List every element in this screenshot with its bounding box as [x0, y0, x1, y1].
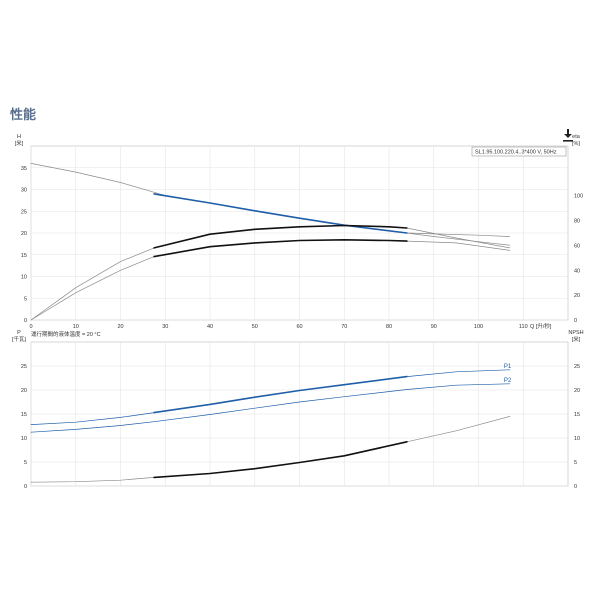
series-line [30, 369, 511, 425]
y-left-axis-unit: [米] [15, 139, 24, 147]
x-axis-label: Q [升/秒] [530, 322, 552, 330]
y-left-tick-label: 0 [24, 484, 27, 490]
x-tick-label: 40 [207, 324, 213, 330]
y-right-tick-label: 40 [574, 268, 580, 274]
y-left-tick-label: 15 [21, 412, 27, 418]
series-line [406, 232, 511, 237]
y-left-axis-label: P [17, 330, 21, 336]
y-left-tick-label: 35 [21, 166, 27, 172]
legend-text: SL1.95.100.220.4..3*400 V, 50Hz [475, 150, 557, 156]
x-tick-label: 60 [296, 324, 302, 330]
x-tick-label: 110 [519, 324, 528, 330]
series-line [30, 383, 511, 433]
page-title: 性能 [10, 107, 37, 122]
y-left-tick-label: 20 [21, 388, 27, 394]
series-line-operating [153, 239, 408, 258]
y-right-axis-unit: [%] [572, 141, 580, 147]
y-left-tick-label: 20 [21, 231, 27, 237]
y-right-tick-label: 20 [574, 388, 580, 394]
y-left-tick-label: 30 [21, 188, 27, 194]
y-left-tick-label: 10 [21, 436, 27, 442]
y-right-tick-label: 0 [574, 484, 577, 490]
y-right-tick-label: 100 [574, 194, 583, 200]
download-icon[interactable] [562, 128, 574, 142]
y-right-axis-unit: [米] [572, 335, 581, 343]
x-tick-label: 90 [431, 324, 437, 330]
y-right-tick-label: 60 [574, 243, 580, 249]
x-tick-label: 10 [73, 324, 79, 330]
y-left-axis-label: H [17, 134, 21, 140]
y-left-tick-label: 5 [24, 296, 27, 302]
y-left-axis-unit: [千瓦] [12, 335, 27, 343]
y-left-tick-label: 5 [24, 460, 27, 466]
series-line [30, 225, 511, 321]
y-right-tick-label: 10 [574, 436, 580, 442]
y-left-tick-label: 15 [21, 253, 27, 259]
x-tick-label: 20 [117, 324, 123, 330]
x-tick-label: 0 [29, 324, 32, 330]
x-tick-label: 100 [474, 324, 483, 330]
y-right-axis-label: eta [572, 134, 581, 140]
y-right-axis-label: NPSH [568, 330, 583, 336]
series-line [30, 239, 511, 321]
x-tick-label: 70 [341, 324, 347, 330]
x-tick-label: 80 [386, 324, 392, 330]
y-right-tick-label: 25 [574, 364, 580, 370]
footnote-text: 運行期間的液体溫度 = 20 °C [31, 330, 101, 338]
y-right-tick-label: 15 [574, 412, 580, 418]
y-right-tick-label: 20 [574, 293, 580, 299]
series-label: P2 [504, 378, 512, 384]
x-tick-label: 30 [162, 324, 168, 330]
y-left-tick-label: 10 [21, 275, 27, 281]
series-line-operating [153, 441, 408, 479]
x-tick-label: 50 [252, 324, 258, 330]
y-right-tick-label: 80 [574, 219, 580, 225]
y-left-tick-label: 25 [21, 209, 27, 215]
y-right-tick-label: 5 [574, 460, 577, 466]
series-line-operating [153, 375, 408, 414]
series-line [30, 416, 511, 483]
y-left-tick-label: 25 [21, 364, 27, 370]
legend-box [471, 146, 567, 157]
y-right-tick-label: 0 [574, 318, 577, 324]
y-left-tick-label: 0 [24, 318, 27, 324]
series-label: P1 [504, 364, 512, 370]
series-line-operating [153, 224, 408, 249]
